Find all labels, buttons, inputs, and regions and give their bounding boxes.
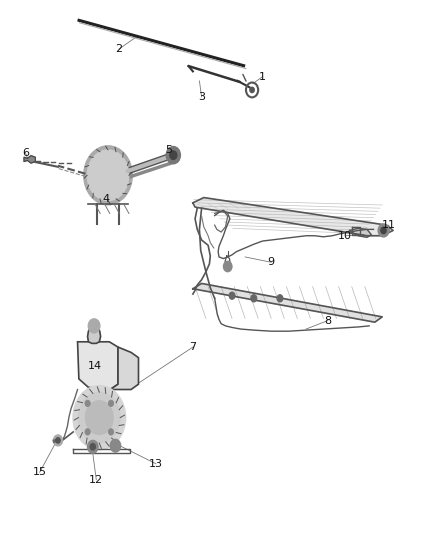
Text: 5: 5 bbox=[166, 145, 173, 155]
Circle shape bbox=[56, 438, 60, 443]
Circle shape bbox=[166, 147, 180, 164]
Circle shape bbox=[73, 386, 125, 449]
Text: 15: 15 bbox=[33, 467, 47, 477]
Text: 9: 9 bbox=[268, 257, 275, 267]
Polygon shape bbox=[350, 228, 371, 237]
Text: 6: 6 bbox=[22, 148, 29, 158]
Circle shape bbox=[53, 435, 62, 446]
Circle shape bbox=[170, 151, 177, 159]
Polygon shape bbox=[193, 198, 393, 236]
Circle shape bbox=[88, 319, 100, 333]
Polygon shape bbox=[24, 156, 35, 163]
Circle shape bbox=[85, 401, 113, 434]
Circle shape bbox=[250, 87, 254, 93]
Circle shape bbox=[84, 146, 132, 205]
Circle shape bbox=[88, 440, 98, 453]
Text: 11: 11 bbox=[382, 220, 396, 230]
Circle shape bbox=[85, 429, 90, 435]
Circle shape bbox=[381, 227, 386, 233]
Circle shape bbox=[378, 224, 389, 237]
Polygon shape bbox=[110, 347, 138, 390]
Circle shape bbox=[108, 429, 113, 435]
Text: 7: 7 bbox=[189, 342, 197, 352]
Circle shape bbox=[277, 295, 283, 302]
Polygon shape bbox=[88, 327, 101, 343]
Text: 8: 8 bbox=[324, 316, 332, 326]
Circle shape bbox=[108, 400, 113, 407]
Circle shape bbox=[90, 443, 95, 450]
Circle shape bbox=[251, 295, 257, 302]
Polygon shape bbox=[193, 284, 382, 322]
Circle shape bbox=[85, 400, 90, 407]
Text: 2: 2 bbox=[115, 44, 123, 54]
Text: 14: 14 bbox=[88, 361, 102, 371]
Text: 1: 1 bbox=[259, 71, 266, 82]
Circle shape bbox=[110, 439, 120, 452]
Text: 12: 12 bbox=[89, 475, 103, 484]
Circle shape bbox=[229, 292, 235, 300]
Text: 13: 13 bbox=[149, 459, 163, 469]
Circle shape bbox=[223, 261, 232, 272]
Text: 3: 3 bbox=[198, 92, 205, 102]
Circle shape bbox=[78, 392, 120, 443]
Text: 4: 4 bbox=[102, 193, 110, 204]
Circle shape bbox=[87, 150, 129, 201]
Polygon shape bbox=[78, 342, 118, 390]
Text: 10: 10 bbox=[338, 231, 352, 241]
